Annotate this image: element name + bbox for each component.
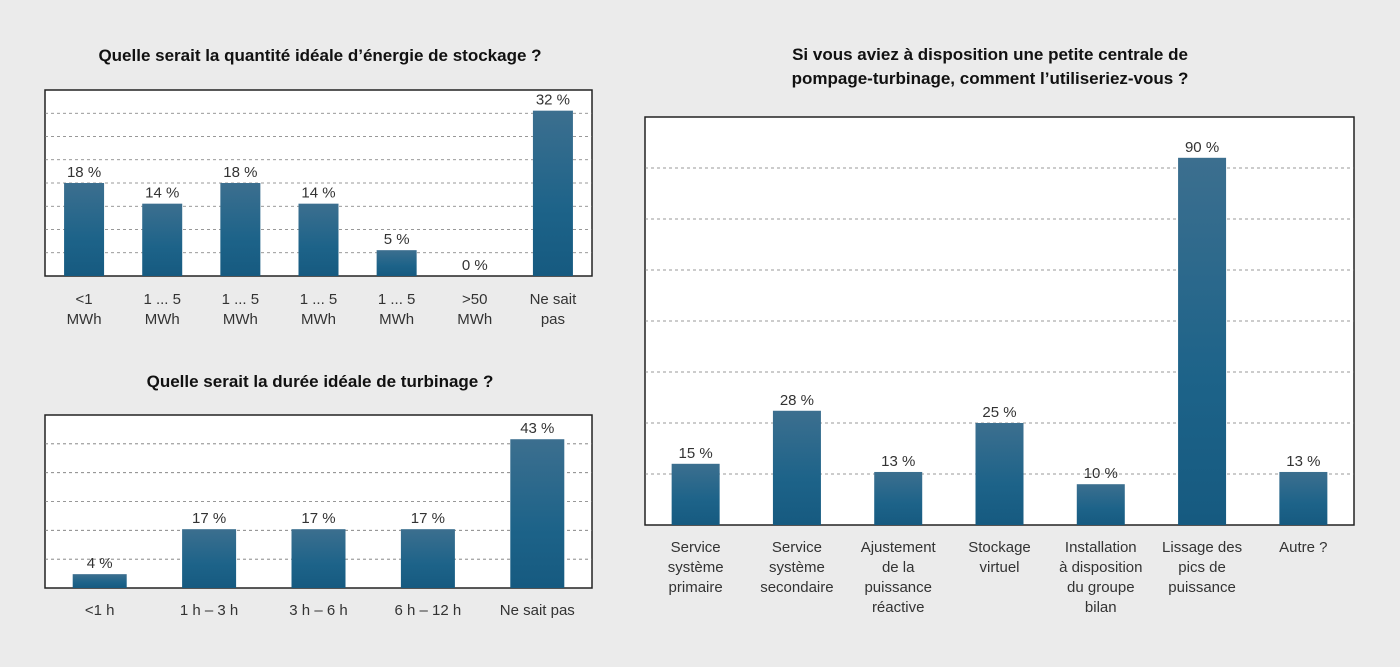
bar — [1076, 484, 1125, 525]
category-label: Installation — [1065, 539, 1137, 556]
category-label: MWh — [457, 311, 492, 328]
bar — [1178, 157, 1227, 526]
bar — [142, 203, 183, 276]
category-label: Ne sait — [530, 291, 578, 308]
category-label: Lissage des — [1162, 539, 1242, 556]
bar — [975, 423, 1024, 525]
bar — [220, 183, 261, 276]
category-label: MWh — [145, 311, 180, 328]
bar — [510, 439, 565, 588]
category-label: puissance — [864, 579, 932, 596]
chart-1-title: Quelle serait la quantité idéale d’énerg… — [98, 46, 542, 65]
category-label: 1 h – 3 h — [180, 602, 238, 619]
category-label: pas — [541, 311, 565, 328]
category-label: Autre ? — [1279, 539, 1327, 556]
data-label: 17 % — [192, 510, 226, 527]
category-label: du groupe — [1067, 579, 1135, 596]
bar — [772, 410, 821, 525]
category-label: Stockage — [968, 539, 1031, 556]
chart-3-title: Si vous aviez à disposition une petite c… — [680, 43, 1300, 91]
bar — [376, 250, 417, 276]
bar — [874, 471, 923, 525]
bar — [72, 574, 127, 588]
data-label: 17 % — [301, 510, 335, 527]
category-label: virtuel — [979, 559, 1019, 576]
bar — [400, 529, 455, 588]
category-label: <1 — [76, 291, 93, 308]
data-label: 14 % — [301, 185, 335, 202]
data-label: 15 % — [679, 445, 713, 462]
bar — [64, 183, 105, 276]
category-label: puissance — [1168, 579, 1236, 596]
category-label: pics de — [1178, 559, 1226, 576]
data-label: 5 % — [384, 231, 410, 248]
category-label: Ajustement — [861, 539, 937, 556]
data-label: 18 % — [223, 164, 257, 181]
category-label: Service — [671, 539, 721, 556]
data-label: 43 % — [520, 420, 554, 437]
category-label: MWh — [67, 311, 102, 328]
data-label: 13 % — [1286, 453, 1320, 470]
category-label: système — [769, 559, 825, 576]
bar — [298, 203, 339, 276]
chart-3-title-line-1: Si vous aviez à disposition une petite c… — [792, 45, 1188, 64]
bar — [532, 110, 573, 277]
data-label: 10 % — [1084, 465, 1118, 482]
category-label: système — [668, 559, 724, 576]
data-label: 18 % — [67, 164, 101, 181]
chart-2-title: Quelle serait la durée idéale de turbina… — [146, 372, 494, 391]
category-label: primaire — [669, 579, 723, 596]
chart-3-title-line-2: pompage-turbinage, comment l’utiliseriez… — [791, 69, 1189, 88]
category-label: secondaire — [760, 579, 833, 596]
category-label: à disposition — [1059, 559, 1142, 576]
category-label: Ne sait pas — [500, 602, 575, 619]
bar — [291, 529, 346, 588]
data-label: 4 % — [87, 555, 113, 572]
category-label: bilan — [1085, 599, 1117, 616]
category-label: 1 ... 5 — [378, 291, 416, 308]
category-label: MWh — [379, 311, 414, 328]
data-label: 13 % — [881, 453, 915, 470]
category-label: <1 h — [85, 602, 115, 619]
category-label: MWh — [223, 311, 258, 328]
data-label: 28 % — [780, 392, 814, 409]
category-label: 1 ... 5 — [222, 291, 260, 308]
category-label: MWh — [301, 311, 336, 328]
data-label: 0 % — [462, 257, 488, 274]
bar — [671, 463, 720, 525]
category-label: >50 — [462, 291, 487, 308]
category-label: réactive — [872, 599, 925, 616]
data-label: 14 % — [145, 185, 179, 202]
category-label: de la — [882, 559, 915, 576]
data-label: 90 % — [1185, 139, 1219, 156]
bar — [182, 529, 237, 588]
data-label: 17 % — [411, 510, 445, 527]
bar — [1279, 471, 1328, 525]
data-label: 32 % — [536, 92, 570, 109]
category-label: 3 h – 6 h — [289, 602, 347, 619]
category-label: 1 ... 5 — [300, 291, 338, 308]
category-label: 6 h – 12 h — [395, 602, 462, 619]
data-label: 25 % — [982, 404, 1016, 421]
category-label: Service — [772, 539, 822, 556]
category-label: 1 ... 5 — [143, 291, 181, 308]
